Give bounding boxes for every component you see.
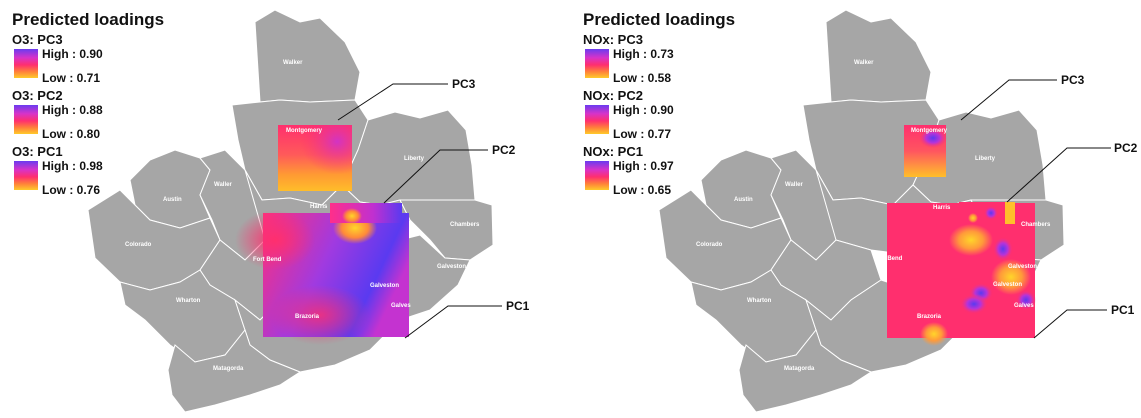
label-galveston-inland: Galveston [437, 264, 466, 270]
legend-low: Low : 0.65 [613, 183, 672, 197]
label-brazoria: Brazoria [295, 314, 320, 320]
legend-high: High : 0.73 [613, 47, 674, 61]
label-chambers: Chambers [1021, 222, 1051, 228]
callout-line-pc2 [1006, 147, 1111, 203]
label-liberty: Liberty [404, 156, 425, 162]
label-galveston-inland: Galveston [1008, 264, 1037, 270]
legend-high: High : 0.98 [42, 159, 103, 173]
legend-low: Low : 0.76 [42, 183, 101, 197]
panel-title: Predicted loadings [583, 10, 736, 29]
legend-high: High : 0.88 [42, 103, 103, 117]
nox-map: Walker Montgomery Liberty Austin Waller … [658, 9, 1138, 413]
panel-title: Predicted loadings [12, 10, 165, 29]
legend-entry-pc2: NOx: PC2 High : 0.90 Low : 0.77 [583, 88, 733, 144]
legend: NOx: PC3 High : 0.73 Low : 0.58 NOx: PC2… [583, 32, 733, 200]
legend-color-ramp [585, 105, 609, 134]
callouts [960, 79, 1111, 339]
callout-line-pc2 [383, 149, 488, 204]
legend-low: Low : 0.71 [42, 71, 101, 85]
label-galveston-short: Galves [1014, 303, 1034, 309]
callout-label-pc3: PC3 [452, 77, 476, 91]
label-montgomery: Montgomery [911, 128, 948, 134]
county-regions [658, 9, 1065, 413]
legend-low: Low : 0.77 [613, 127, 672, 141]
label-fort-bend: Fort Bend [253, 257, 282, 263]
label-colorado: Colorado [696, 242, 723, 248]
label-matagorda: Matagorda [784, 366, 815, 372]
legend-color-ramp [585, 161, 609, 190]
county-matagorda [738, 328, 873, 413]
legend-entry-pc1: NOx: PC1 High : 0.97 Low : 0.65 [583, 144, 733, 200]
pc2-overlay [959, 202, 1015, 224]
label-waller: Waller [214, 182, 232, 188]
label-walker: Walker [854, 60, 874, 66]
legend-color-ramp [14, 49, 38, 78]
label-liberty: Liberty [975, 156, 996, 162]
label-colorado: Colorado [125, 242, 152, 248]
callout-line-pc3 [337, 83, 448, 121]
legend-title: NOx: PC3 [583, 32, 643, 47]
legend: O3: PC3 High : 0.90 Low : 0.71 O3: PC2 H… [12, 32, 162, 200]
pc1-overlay [887, 203, 1036, 346]
legend-title: O3: PC1 [12, 144, 63, 159]
label-waller: Waller [785, 182, 803, 188]
label-harris: Harris [933, 205, 951, 211]
legend-color-ramp [14, 105, 38, 134]
label-wharton: Wharton [176, 298, 201, 304]
legend-high: High : 0.90 [613, 103, 674, 117]
label-matagorda: Matagorda [213, 366, 244, 372]
pc3-overlay [278, 125, 352, 191]
legend-title: O3: PC3 [12, 32, 63, 47]
label-chambers: Chambers [450, 222, 480, 228]
callout-line-pc1 [1033, 309, 1107, 339]
county-walker [254, 9, 361, 103]
county-labels: Walker Montgomery Liberty Austin Waller … [696, 60, 1051, 372]
legend-color-ramp [585, 49, 609, 78]
callout-label-pc2: PC2 [1114, 141, 1138, 155]
label-wharton: Wharton [747, 298, 772, 304]
callout-line-pc1 [404, 305, 502, 339]
county-chambers [399, 199, 494, 261]
legend-high: High : 0.97 [613, 159, 674, 173]
legend-title: O3: PC2 [12, 88, 63, 103]
legend-entry-pc3: O3: PC3 High : 0.90 Low : 0.71 [12, 32, 162, 88]
legend-title: NOx: PC2 [583, 88, 643, 103]
legend-entry-pc3: NOx: PC3 High : 0.73 Low : 0.58 [583, 32, 733, 88]
county-walker [825, 9, 932, 103]
legend-entry-pc1: O3: PC1 High : 0.98 Low : 0.76 [12, 144, 162, 200]
legend-color-ramp [14, 161, 38, 190]
callouts [337, 83, 502, 339]
legend-high: High : 0.90 [42, 47, 103, 61]
county-matagorda [167, 328, 302, 413]
label-galveston-short: Galves [391, 303, 411, 309]
callout-label-pc2: PC2 [492, 143, 516, 157]
legend-low: Low : 0.80 [42, 127, 101, 141]
legend-low: Low : 0.58 [613, 71, 672, 85]
legend-entry-pc2: O3: PC2 High : 0.88 Low : 0.80 [12, 88, 162, 144]
pc3-overlay [904, 125, 947, 177]
callout-line-pc3 [960, 79, 1057, 121]
callout-label-pc3: PC3 [1061, 73, 1085, 87]
pc1-overlay [235, 210, 409, 345]
label-fort-bend: Fort Bend [874, 256, 903, 262]
label-austin: Austin [734, 197, 753, 203]
label-harris: Harris [310, 204, 328, 210]
label-galveston: Galveston [370, 283, 399, 289]
label-walker: Walker [283, 60, 303, 66]
o3-map-panel: Walker Montgomery Liberty Austin Waller … [0, 0, 570, 418]
label-galveston: Galveston [993, 282, 1022, 288]
county-labels: Walker Montgomery Liberty Austin Waller … [125, 60, 480, 372]
o3-map: Walker Montgomery Liberty Austin Waller … [87, 9, 530, 413]
label-montgomery: Montgomery [286, 128, 323, 134]
label-brazoria: Brazoria [917, 314, 942, 320]
pc2-overlay [330, 203, 402, 224]
label-austin: Austin [163, 197, 182, 203]
legend-title: NOx: PC1 [583, 144, 643, 159]
callout-label-pc1: PC1 [506, 299, 530, 313]
callout-label-pc1: PC1 [1111, 303, 1135, 317]
nox-map-panel: Walker Montgomery Liberty Austin Waller … [571, 0, 1141, 418]
